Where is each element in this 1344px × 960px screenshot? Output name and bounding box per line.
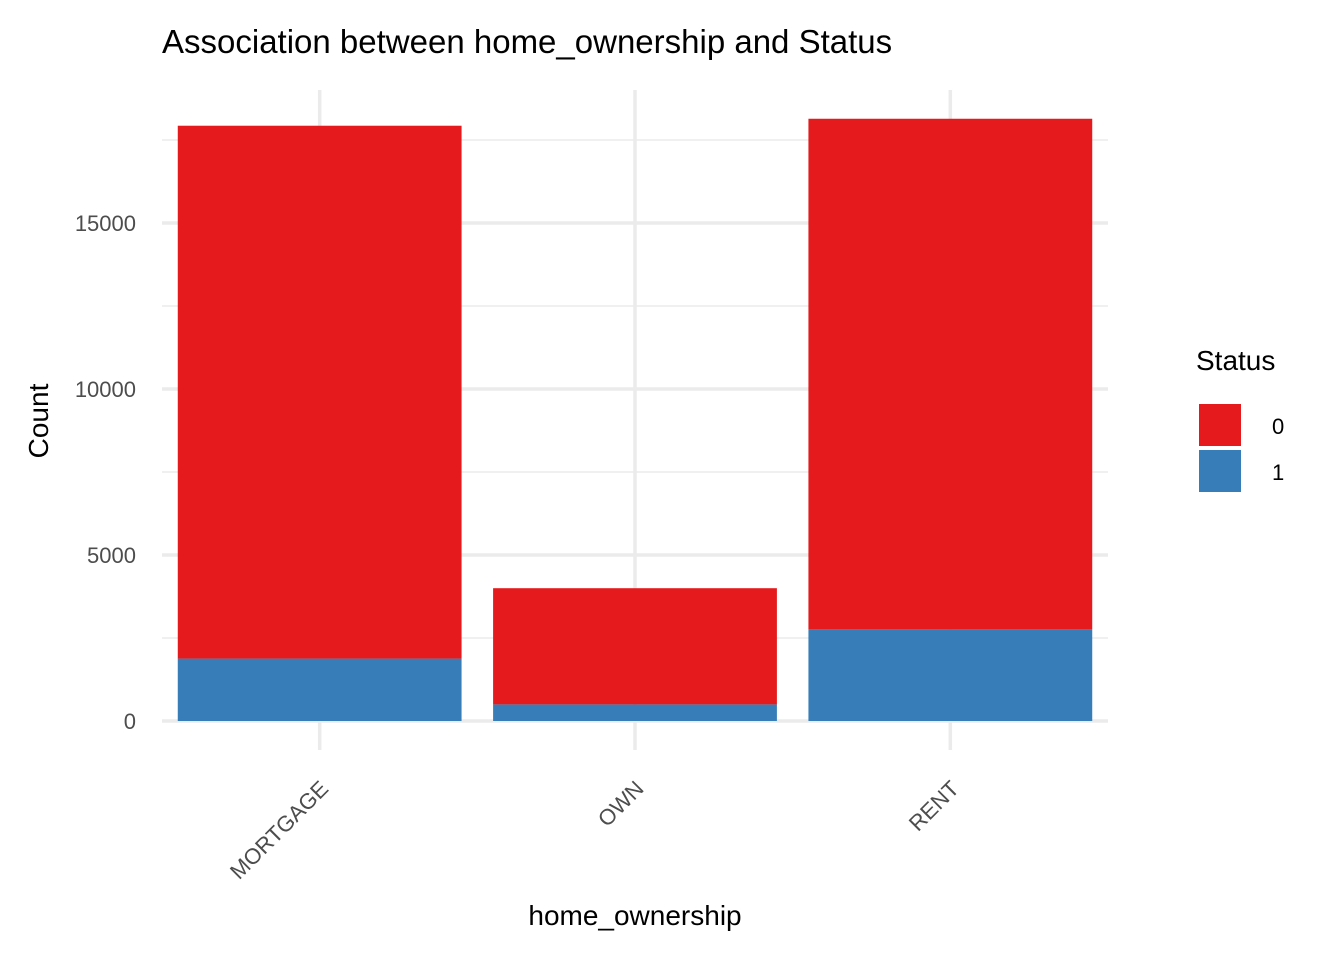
x-axis-title: home_ownership: [528, 900, 741, 931]
y-tick-label: 5000: [87, 543, 136, 568]
bar-mortgage-status-1: [177, 658, 462, 721]
y-axis-title: Count: [23, 383, 54, 458]
legend-label-1: 1: [1272, 460, 1284, 485]
legend-label-0: 0: [1272, 414, 1284, 439]
y-tick-label: 15000: [75, 211, 136, 236]
bar-mortgage-status-0: [177, 125, 462, 659]
x-tick-labels: MORTGAGE OWN RENT: [225, 776, 964, 884]
y-tick-label: 0: [124, 709, 136, 734]
legend-key-0: [1199, 404, 1241, 446]
y-tick-label: 10000: [75, 377, 136, 402]
legend-key-1: [1199, 450, 1241, 492]
legend-title: Status: [1196, 345, 1275, 376]
x-tick-label-own: OWN: [593, 776, 649, 832]
bar-rent-status-1: [808, 629, 1093, 721]
y-tick-labels: 0 5000 10000 15000: [75, 211, 136, 734]
x-tick-label-rent: RENT: [904, 776, 964, 836]
legend-items: 01: [1199, 404, 1284, 492]
bar-own-status-1: [493, 704, 777, 721]
chart-title: Association between home_ownership and S…: [162, 23, 892, 60]
bar-own-status-0: [493, 588, 777, 705]
bar-rent-status-0: [808, 118, 1093, 630]
legend: Status 01: [1196, 345, 1284, 492]
bars: [177, 118, 1093, 721]
x-tick-label-mortgage: MORTGAGE: [225, 776, 333, 884]
